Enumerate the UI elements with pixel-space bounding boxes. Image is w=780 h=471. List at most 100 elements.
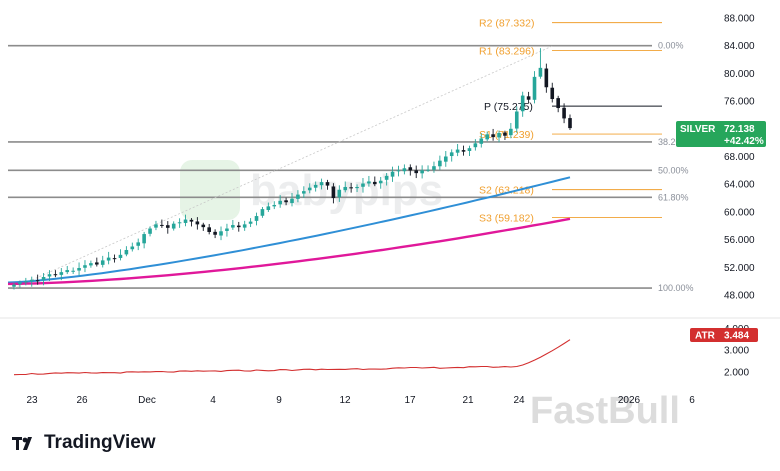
candle-body bbox=[420, 170, 424, 174]
candle-body bbox=[414, 170, 419, 174]
candle bbox=[65, 265, 70, 275]
candle bbox=[124, 246, 129, 257]
candle bbox=[485, 131, 489, 142]
candle-body bbox=[361, 183, 365, 187]
candle-body bbox=[231, 225, 235, 228]
candle bbox=[544, 63, 549, 93]
tradingview-logo: TradingView bbox=[12, 432, 156, 454]
candle bbox=[467, 145, 472, 157]
atr-line bbox=[13, 339, 571, 376]
candle bbox=[219, 226, 223, 241]
candle bbox=[89, 260, 93, 268]
price-axis[interactable]: 88.00084.00080.00076.00072.00068.00064.0… bbox=[724, 14, 755, 379]
candle-body bbox=[53, 274, 58, 276]
candle-body bbox=[550, 87, 555, 100]
candle bbox=[83, 260, 87, 273]
candle-body bbox=[520, 95, 525, 112]
atr-tick-label: 3.000 bbox=[724, 346, 749, 357]
candle bbox=[473, 139, 478, 151]
ma-blue-line bbox=[7, 176, 571, 284]
candle bbox=[136, 238, 141, 251]
candle bbox=[290, 192, 294, 207]
candle-body bbox=[325, 182, 330, 186]
candle bbox=[71, 267, 75, 274]
candle-body bbox=[112, 258, 117, 260]
time-axis[interactable]: 23 26 Dec 4 9 12 17 21 24 2026 6 bbox=[26, 395, 695, 406]
y-tick-label: 80.000 bbox=[724, 69, 755, 80]
candle-body bbox=[485, 134, 489, 140]
candle bbox=[562, 103, 566, 124]
candle-body bbox=[77, 267, 81, 271]
candle bbox=[213, 229, 217, 239]
candle bbox=[568, 114, 572, 131]
price-badges: SILVER 72.138+42.42% ATR 3.484 bbox=[676, 121, 766, 342]
candle-body bbox=[538, 67, 543, 77]
candle bbox=[254, 212, 259, 226]
candle-body bbox=[130, 246, 135, 250]
candle-body bbox=[278, 200, 282, 205]
candle-body bbox=[568, 118, 572, 129]
candle-body bbox=[154, 224, 158, 228]
candle-body bbox=[189, 219, 194, 222]
candle bbox=[112, 254, 117, 263]
candle bbox=[100, 255, 105, 268]
candle bbox=[225, 223, 229, 237]
x-tick-label: 21 bbox=[462, 395, 474, 406]
candle-body bbox=[443, 156, 448, 162]
y-tick-label: 88.000 bbox=[724, 14, 755, 25]
candle bbox=[207, 223, 211, 235]
pivot-label: R2 (87.332) bbox=[479, 18, 534, 30]
candle-body bbox=[95, 262, 99, 265]
x-tick-label: 24 bbox=[513, 395, 525, 406]
atr-value: 3.484 bbox=[724, 331, 749, 342]
candle-body bbox=[106, 257, 111, 261]
candle bbox=[337, 185, 342, 202]
candle bbox=[331, 183, 336, 204]
candle-body bbox=[307, 187, 312, 191]
atr-badge bbox=[690, 328, 758, 342]
candle bbox=[302, 186, 306, 198]
candle-body bbox=[408, 167, 413, 171]
candle bbox=[408, 164, 413, 176]
pivot-label: S3 (59.182) bbox=[479, 213, 534, 225]
candle bbox=[18, 280, 22, 288]
candle bbox=[520, 91, 525, 117]
candle bbox=[479, 133, 484, 148]
candle bbox=[313, 181, 318, 192]
candle-body bbox=[514, 111, 519, 129]
candle-body bbox=[213, 231, 217, 235]
tradingview-icon bbox=[12, 437, 32, 450]
candle-body bbox=[100, 260, 105, 265]
candle bbox=[24, 277, 28, 286]
last-price-label: 72.138 bbox=[724, 124, 755, 135]
candle-body bbox=[236, 225, 241, 228]
candle bbox=[491, 128, 495, 141]
candle bbox=[373, 176, 377, 187]
atr-panel bbox=[13, 339, 571, 376]
candle bbox=[526, 91, 531, 104]
candle bbox=[390, 166, 395, 182]
fib-levels: 0.00% 38.20% 50.00% 61.80% 100.00% bbox=[8, 41, 694, 293]
candle bbox=[189, 218, 194, 227]
y-tick-label: 52.000 bbox=[724, 263, 755, 274]
candle-body bbox=[171, 223, 176, 229]
candle-body bbox=[562, 107, 566, 119]
candle bbox=[384, 172, 389, 186]
candle bbox=[367, 175, 371, 187]
x-tick-label: 12 bbox=[339, 395, 351, 406]
candle bbox=[177, 218, 182, 228]
change-label: +42.42% bbox=[724, 136, 764, 147]
candle-body bbox=[432, 166, 436, 170]
candle-body bbox=[136, 242, 141, 246]
candle bbox=[77, 262, 81, 276]
candle-body bbox=[71, 270, 75, 272]
symbol-price-badge bbox=[676, 121, 766, 147]
candle bbox=[432, 161, 436, 173]
candle-body bbox=[177, 222, 182, 224]
candle-body bbox=[160, 224, 164, 226]
candle-body bbox=[402, 168, 407, 172]
candle-body bbox=[343, 186, 348, 191]
candle-body bbox=[455, 149, 460, 153]
fib-label: 61.80% bbox=[658, 192, 689, 202]
